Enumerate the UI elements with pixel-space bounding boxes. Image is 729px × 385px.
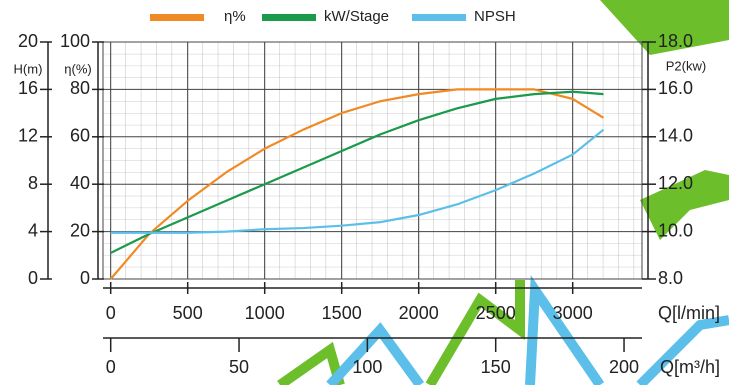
x-tick-label: 500 <box>173 303 203 323</box>
x-tick-label: 2000 <box>399 303 439 323</box>
y2-axis-label: P2(kw) <box>666 58 706 73</box>
legend-swatch <box>412 14 466 21</box>
x-tick-label: 1500 <box>322 303 362 323</box>
legend-label: kW/Stage <box>324 8 389 25</box>
h-tick-label: 4 <box>28 220 38 240</box>
y2-tick-label: 12.0 <box>658 173 693 193</box>
decoration <box>277 0 729 385</box>
series-line <box>110 90 604 254</box>
x-tick-label: 0 <box>106 303 116 323</box>
y-tick-label: 20 <box>70 220 90 240</box>
y-tick-label: 0 <box>80 268 90 288</box>
x2-tick-label: 150 <box>481 357 511 377</box>
y-axis-label: η(%) <box>64 61 91 76</box>
y-tick-label: 80 <box>70 78 90 98</box>
x2-tick-label: 100 <box>352 357 382 377</box>
series-line <box>110 128 605 234</box>
h-tick-label: 12 <box>18 126 38 146</box>
y2-tick-label: 8.0 <box>658 268 683 288</box>
h-axis-label: H(m) <box>14 61 43 76</box>
y-tick-label: 100 <box>60 31 90 51</box>
x2-tick-label: 200 <box>609 357 639 377</box>
x-axis-label: Q[l/min] <box>658 303 720 323</box>
legend-swatch <box>262 14 316 21</box>
series-line <box>109 88 605 280</box>
h-tick-label: 20 <box>18 31 38 51</box>
x-tick-label: 3000 <box>553 303 593 323</box>
x-tick-label: 1000 <box>245 303 285 323</box>
y2-tick-label: 18.0 <box>658 31 693 51</box>
x-tick-label: 2500 <box>476 303 516 323</box>
x2-axis-label: Q[m³/h] <box>660 357 720 377</box>
x2-tick-label: 0 <box>106 357 116 377</box>
y2-tick-label: 16.0 <box>658 78 693 98</box>
legend-label: η% <box>224 8 246 25</box>
y-tick-label: 60 <box>70 126 90 146</box>
h-tick-label: 0 <box>28 268 38 288</box>
y2-tick-label: 14.0 <box>658 126 693 146</box>
x2-tick-label: 50 <box>229 357 249 377</box>
legend-swatch <box>150 14 204 21</box>
h-tick-label: 8 <box>28 173 38 193</box>
y2-tick-label: 10.0 <box>658 220 693 240</box>
y-tick-label: 40 <box>70 173 90 193</box>
legend-label: NPSH <box>474 8 516 25</box>
h-tick-label: 16 <box>18 78 38 98</box>
